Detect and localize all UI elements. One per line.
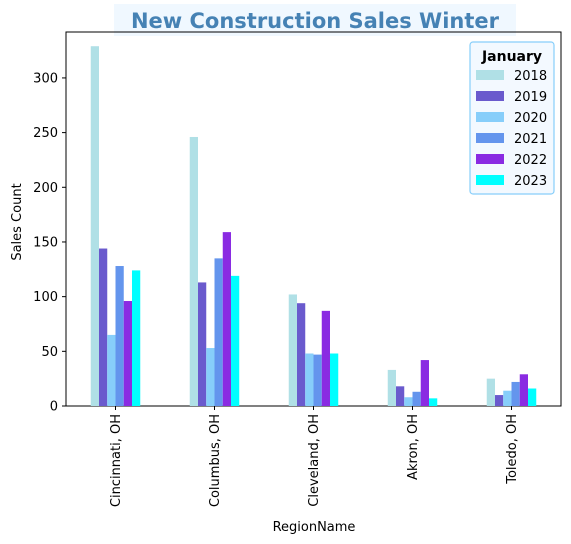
bar-2023-3 bbox=[429, 398, 438, 406]
bar-2019-3 bbox=[396, 386, 405, 406]
bar-2020-4 bbox=[503, 390, 512, 406]
y-tick-label: 200 bbox=[33, 181, 58, 196]
legend-swatch-2022 bbox=[476, 154, 504, 164]
y-tick-label: 0 bbox=[50, 400, 58, 415]
legend-label-2020: 2020 bbox=[514, 111, 547, 126]
y-tick-label: 300 bbox=[33, 71, 58, 86]
x-tick-label: Cincinnati, OH bbox=[109, 414, 124, 507]
legend-label-2022: 2022 bbox=[514, 153, 547, 168]
bar-2021-3 bbox=[412, 391, 421, 406]
y-tick-label: 150 bbox=[33, 235, 58, 250]
bar-2020-1 bbox=[206, 348, 215, 406]
legend: January 2018 2019 2020 2021 2022 2023 bbox=[469, 41, 555, 195]
legend-label-2023: 2023 bbox=[514, 174, 547, 189]
bar-2019-4 bbox=[495, 395, 504, 406]
bar-2021-0 bbox=[115, 266, 124, 406]
bar-2018-4 bbox=[486, 378, 495, 406]
legend-label-2018: 2018 bbox=[514, 69, 547, 84]
legend-label-2019: 2019 bbox=[514, 90, 547, 105]
x-tick-label: Cleveland, OH bbox=[307, 414, 322, 507]
y-tick-label: 50 bbox=[41, 345, 58, 360]
x-axis-ticks: Cincinnati, OH Columbus, OH Cleveland, OH A… bbox=[109, 406, 520, 507]
legend-swatch-2018 bbox=[476, 70, 504, 80]
bar-2021-2 bbox=[313, 354, 322, 406]
bar-2021-4 bbox=[511, 381, 520, 406]
bar-2018-2 bbox=[288, 294, 297, 406]
legend-label-2021: 2021 bbox=[514, 132, 547, 147]
bar-2022-4 bbox=[519, 374, 528, 406]
x-tick-label: Toledo, OH bbox=[505, 414, 520, 485]
bar-2022-1 bbox=[222, 232, 231, 406]
bar-2019-2 bbox=[297, 303, 306, 406]
legend-swatch-2023 bbox=[476, 175, 504, 185]
chart-title: New Construction Sales Winter bbox=[131, 9, 500, 33]
chart-title-background bbox=[114, 4, 516, 36]
bar-2018-1 bbox=[189, 136, 198, 406]
bar-2021-1 bbox=[214, 258, 223, 406]
bar-2023-2 bbox=[330, 353, 339, 406]
y-tick-label: 250 bbox=[33, 126, 58, 141]
bar-2023-1 bbox=[231, 275, 240, 406]
legend-swatch-2021 bbox=[476, 133, 504, 143]
y-axis-ticks: 0 50 100 150 200 250 300 bbox=[33, 71, 66, 415]
x-axis-label: RegionName bbox=[273, 520, 356, 535]
bar-2020-2 bbox=[305, 353, 314, 406]
bar-2022-2 bbox=[321, 310, 330, 406]
bar-2020-3 bbox=[404, 397, 413, 406]
bar-2023-4 bbox=[528, 388, 537, 406]
bar-2022-0 bbox=[123, 301, 132, 406]
y-tick-label: 100 bbox=[33, 290, 58, 305]
bar-2022-3 bbox=[420, 360, 429, 406]
legend-title: January bbox=[481, 49, 542, 65]
bar-2019-1 bbox=[198, 282, 207, 406]
bar-2020-0 bbox=[107, 334, 116, 406]
bar-2023-0 bbox=[132, 270, 141, 406]
legend-swatch-2020 bbox=[476, 112, 504, 122]
bars-group bbox=[90, 46, 537, 407]
y-axis-label: Sales Count bbox=[10, 183, 25, 260]
bar-2018-3 bbox=[387, 369, 396, 406]
legend-swatch-2019 bbox=[476, 91, 504, 101]
bar-2019-0 bbox=[99, 248, 108, 406]
x-tick-label: Akron, OH bbox=[406, 414, 421, 480]
x-tick-label: Columbus, OH bbox=[208, 414, 223, 507]
bar-2018-0 bbox=[90, 46, 99, 407]
